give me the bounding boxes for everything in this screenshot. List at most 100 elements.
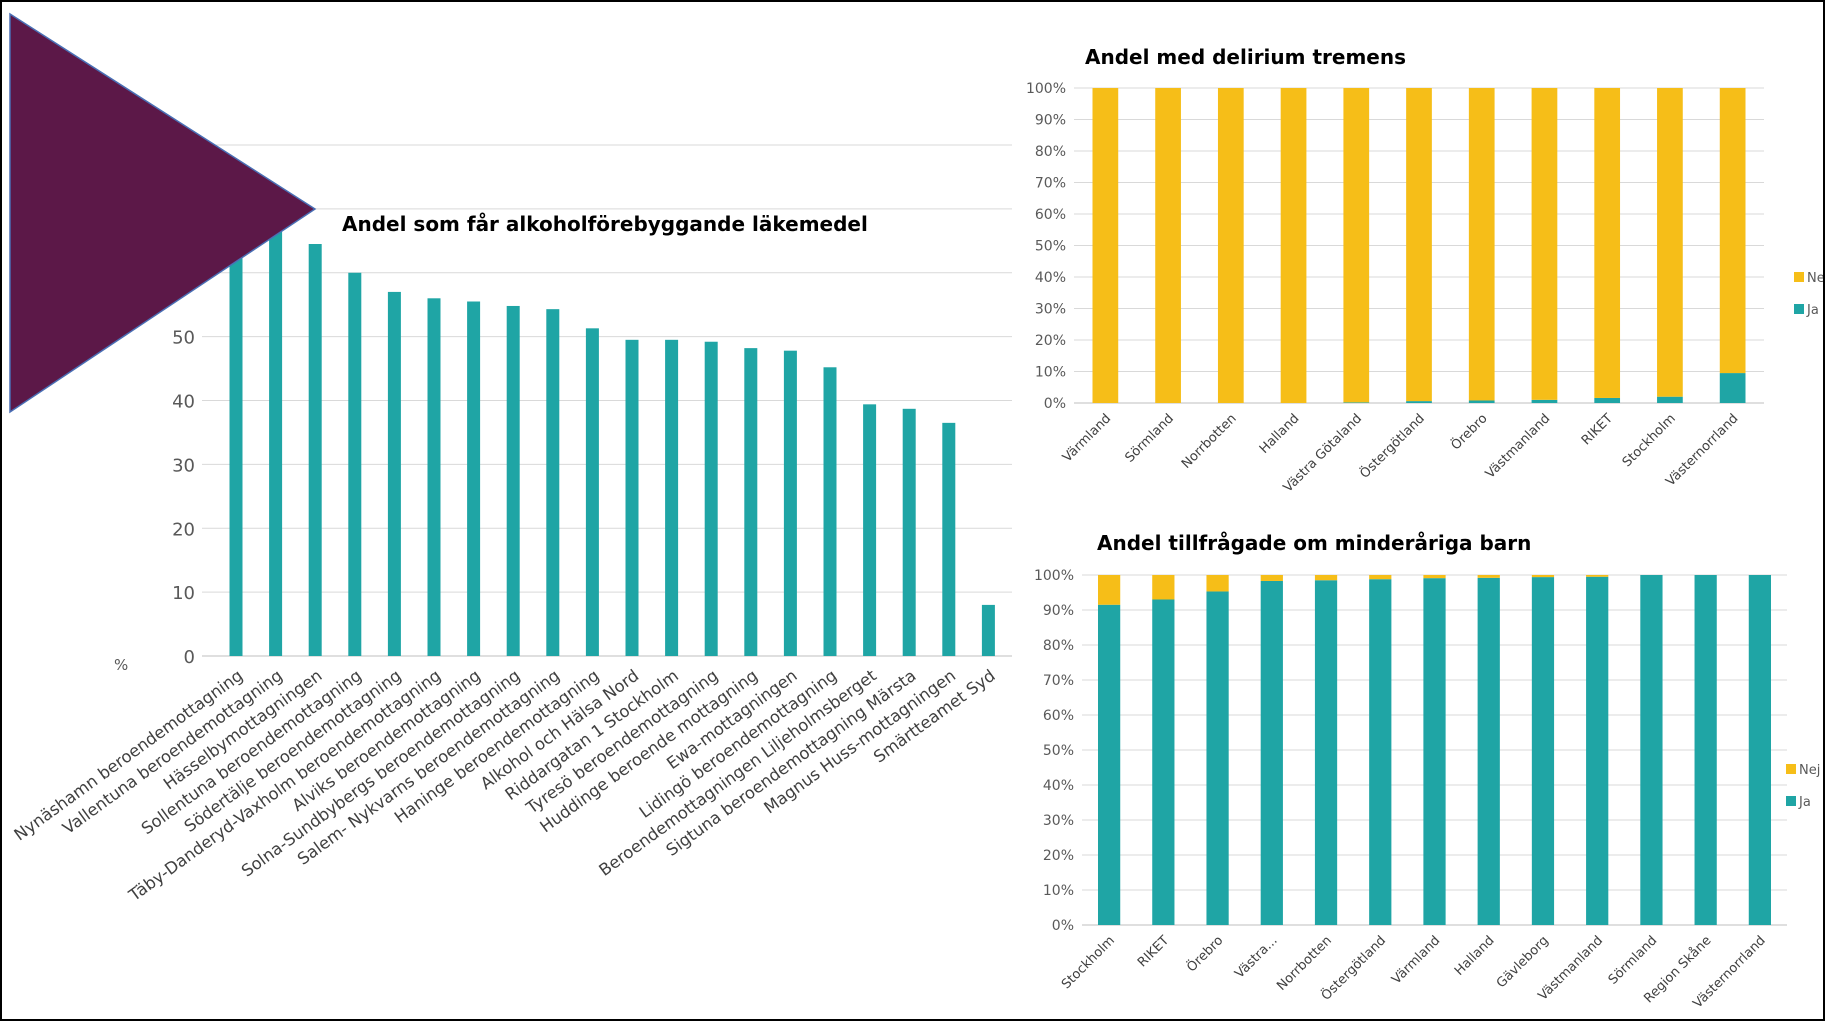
bar-segment-ja	[1719, 373, 1746, 403]
bar-segment-ja	[1260, 580, 1283, 925]
bar-segment-nej	[1594, 88, 1621, 398]
bar-segment-nej	[1586, 575, 1609, 577]
bar-segment-nej	[1423, 575, 1446, 579]
bar-segment-ja	[1206, 591, 1229, 925]
bar-segment-nej	[1092, 88, 1119, 403]
bar	[902, 408, 916, 656]
bar-segment-nej	[1369, 575, 1392, 580]
chart-title: Andel tillfrågade om minderåriga barn	[1097, 531, 1531, 555]
legend-swatch	[1786, 764, 1796, 774]
x-tick-label: Halland	[1452, 933, 1498, 979]
bar-segment-nej	[1531, 88, 1558, 400]
legend-swatch	[1786, 796, 1796, 806]
x-tick-label: Örebro	[1183, 932, 1227, 976]
y-axis-label: %	[114, 656, 128, 674]
legend-swatch	[1794, 304, 1804, 314]
bar	[863, 404, 877, 656]
bar	[744, 348, 758, 656]
bar-segment-nej	[1468, 88, 1495, 401]
bar-segment-ja	[1468, 400, 1495, 403]
bar	[467, 301, 481, 656]
bar-segment-ja	[1369, 579, 1392, 925]
bar-segment-nej	[1657, 88, 1683, 397]
x-tick-label: RIKET	[1135, 933, 1172, 970]
purple-triangle-decoration	[9, 12, 317, 414]
y-tick-label: 10%	[1035, 365, 1066, 381]
bar	[229, 196, 243, 656]
bar	[269, 208, 283, 656]
y-tick-label: 50	[172, 328, 195, 349]
y-tick-label: 100%	[1034, 568, 1074, 584]
y-tick-label: 90%	[1043, 603, 1074, 619]
bar-segment-ja	[1531, 399, 1558, 403]
y-tick-label: 80%	[1043, 638, 1074, 654]
y-tick-label: 70%	[1043, 673, 1074, 689]
bar-segment-nej	[1531, 575, 1555, 578]
y-tick-label: 0%	[1044, 396, 1066, 412]
y-tick-label: 20	[172, 519, 195, 540]
bar	[704, 341, 718, 656]
x-tick-label: Gävleborg	[1494, 933, 1552, 991]
y-tick-label: 30%	[1043, 813, 1074, 829]
y-tick-label: 50%	[1035, 239, 1066, 255]
y-tick-label: 0	[184, 647, 195, 668]
y-tick-label: 40%	[1043, 778, 1074, 794]
y-tick-label: 30%	[1035, 302, 1066, 318]
bar-segment-nej	[1260, 575, 1283, 581]
y-tick-label: 20%	[1043, 848, 1074, 864]
bar	[625, 339, 639, 656]
bar-segment-nej	[1343, 88, 1370, 403]
legend-label: Ja	[1798, 795, 1811, 810]
bar	[427, 298, 441, 656]
bar	[348, 272, 362, 656]
legend-swatch	[1794, 272, 1804, 282]
y-tick-label: 40%	[1035, 270, 1066, 286]
bar-segment-nej	[1719, 88, 1746, 374]
bar-segment-ja	[1594, 397, 1621, 403]
bar	[387, 291, 401, 656]
legend-label: Ja	[1806, 303, 1819, 318]
bar-segment-ja	[1657, 396, 1683, 403]
bar-segment-ja	[1406, 401, 1432, 403]
bar-segment-nej	[1152, 575, 1175, 600]
y-tick-label: 100%	[1026, 81, 1066, 97]
bar-segment-nej	[1097, 575, 1121, 605]
bar	[308, 244, 322, 656]
x-tick-label: Sörmland	[1606, 933, 1660, 987]
bar-segment-ja	[1748, 575, 1772, 925]
legend-label: Nej	[1807, 271, 1823, 286]
y-tick-label: 50%	[1043, 743, 1074, 759]
bar-segment-ja	[1152, 599, 1175, 925]
y-tick-label: 20%	[1035, 333, 1066, 349]
bar-segment-nej	[1280, 88, 1307, 403]
y-tick-label: 70%	[1035, 176, 1066, 192]
chart-title: Andel med delirium tremens	[1085, 45, 1406, 69]
chart-title: Andel som får alkoholförebyggande läkeme…	[342, 212, 868, 236]
bar-segment-nej	[1406, 88, 1432, 402]
y-tick-label: 60%	[1035, 207, 1066, 223]
bar-segment-nej	[1477, 575, 1500, 578]
y-tick-label: 60%	[1043, 708, 1074, 724]
y-tick-label: 80%	[1035, 144, 1066, 160]
bar-segment-ja	[1640, 575, 1663, 925]
bar-segment-nej	[1206, 575, 1229, 592]
y-tick-label: 10	[172, 583, 195, 604]
y-tick-label: 90%	[1035, 113, 1066, 129]
bar-segment-ja	[1694, 575, 1717, 925]
bar-segment-ja	[1314, 580, 1338, 925]
x-tick-label: Värmland	[1389, 933, 1443, 987]
bar	[981, 604, 995, 656]
bar	[823, 367, 837, 656]
bar	[665, 339, 679, 656]
bar	[942, 422, 956, 656]
y-tick-label: 0%	[1052, 918, 1074, 934]
x-tick-label: Västra...	[1232, 933, 1280, 981]
bar-segment-nej	[1155, 88, 1181, 403]
bar	[546, 309, 560, 656]
bar-segment-ja	[1097, 604, 1121, 925]
y-tick-label: 10%	[1043, 883, 1074, 899]
